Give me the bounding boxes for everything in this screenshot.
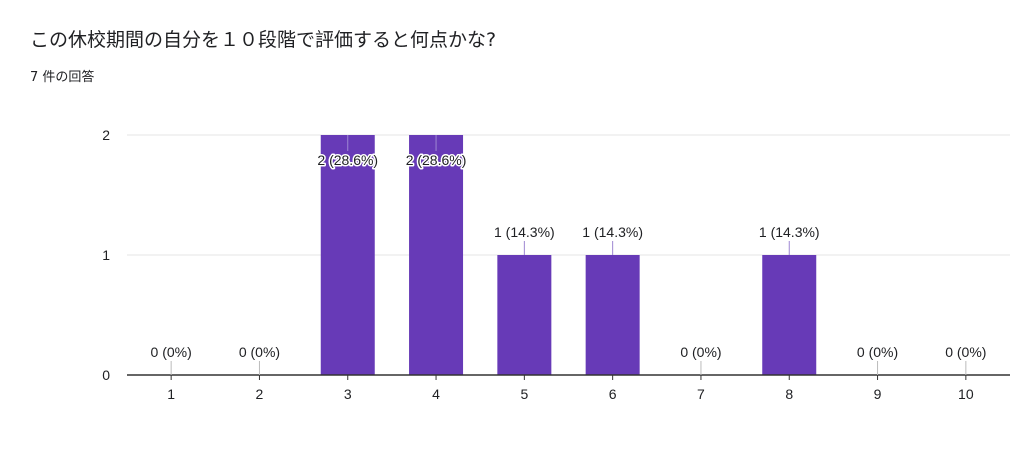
data-label: 1 (14.3%) — [759, 224, 820, 240]
data-label: 1 (14.3%) — [582, 224, 643, 240]
bar — [409, 135, 464, 375]
x-tick-label: 10 — [958, 386, 974, 402]
bar — [585, 255, 640, 375]
x-tick-label: 4 — [432, 386, 440, 402]
bar — [762, 255, 817, 375]
data-label: 2 (28.6%) — [406, 152, 467, 168]
data-label: 2 (28.6%) — [317, 152, 378, 168]
bar — [320, 135, 375, 375]
data-label: 0 (0%) — [680, 344, 721, 360]
data-label-halo: 2 (28.6%) — [317, 152, 378, 168]
data-label: 0 (0%) — [151, 344, 192, 360]
x-tick-label: 3 — [344, 386, 352, 402]
response-count: 7 件の回答 — [30, 70, 95, 85]
data-label: 0 (0%) — [945, 344, 986, 360]
x-tick-label: 6 — [609, 386, 617, 402]
x-tick-label: 7 — [697, 386, 705, 402]
y-tick-label: 2 — [102, 127, 110, 143]
data-label: 0 (0%) — [857, 344, 898, 360]
y-tick-label: 1 — [102, 247, 110, 263]
data-label: 1 (14.3%) — [494, 224, 555, 240]
x-tick-label: 5 — [520, 386, 528, 402]
y-tick-label: 0 — [102, 367, 110, 383]
question-title: この休校期間の自分を１０段階で評価すると何点かな? — [30, 29, 497, 51]
x-tick-label: 1 — [167, 386, 175, 402]
data-label: 0 (0%) — [239, 344, 280, 360]
data-label-halo: 2 (28.6%) — [406, 152, 467, 168]
x-tick-label: 8 — [785, 386, 793, 402]
x-tick-label: 2 — [256, 386, 264, 402]
bar — [497, 255, 552, 375]
x-tick-label: 9 — [874, 386, 882, 402]
